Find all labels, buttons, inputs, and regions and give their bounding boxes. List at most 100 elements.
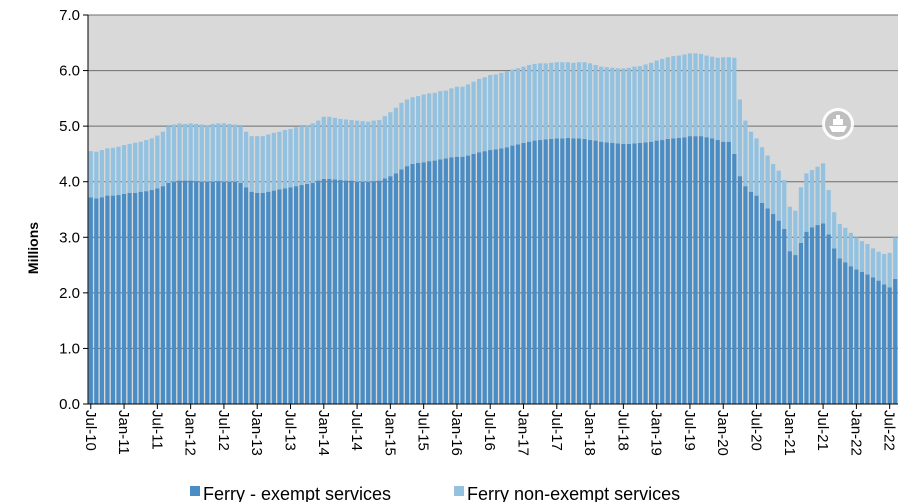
bar-segment xyxy=(477,78,482,153)
bar-segment xyxy=(205,125,210,182)
bar-segment xyxy=(349,180,354,404)
bar-segment xyxy=(737,176,742,404)
x-tick-label: Jan-15 xyxy=(381,410,398,456)
bar-segment xyxy=(438,159,443,404)
bar-segment xyxy=(848,266,853,404)
bar-segment xyxy=(771,213,776,404)
bar-segment xyxy=(249,136,254,192)
bar-segment xyxy=(99,197,104,404)
x-tick-label: Jul-22 xyxy=(881,410,898,451)
bar-segment xyxy=(560,138,565,404)
bar-segment xyxy=(443,90,448,159)
bar-segment xyxy=(105,195,110,404)
bar-segment xyxy=(704,137,709,404)
bar-segment xyxy=(171,181,177,404)
bar-segment xyxy=(255,136,260,193)
bar-segment xyxy=(504,147,509,404)
bar-segment xyxy=(110,195,116,404)
bar-segment xyxy=(449,88,454,158)
bar-segment xyxy=(865,274,870,404)
bar-segment xyxy=(199,181,204,404)
bar-segment xyxy=(221,181,227,404)
bar-segment xyxy=(182,180,188,404)
bar-segment xyxy=(782,180,787,229)
bar-segment xyxy=(493,149,498,404)
bar-segment xyxy=(121,193,127,404)
bar-segment xyxy=(160,186,166,404)
x-tick-label: Jul-19 xyxy=(681,410,698,451)
bar-segment xyxy=(282,130,288,189)
bar-segment xyxy=(360,181,365,404)
bar-segment xyxy=(815,225,820,404)
bar-segment xyxy=(771,163,776,214)
bar-segment xyxy=(260,136,265,193)
legend-label: Ferry - exempt services xyxy=(203,484,391,502)
bar-segment xyxy=(837,223,842,259)
bar-segment xyxy=(787,251,792,404)
bar-segment xyxy=(415,162,421,404)
bar-segment xyxy=(88,197,93,404)
bar-segment xyxy=(354,120,360,182)
bar-segment xyxy=(848,232,853,267)
bar-segment xyxy=(804,173,809,232)
bar-segment xyxy=(371,181,376,404)
bar-segment xyxy=(820,223,826,404)
bar-segment xyxy=(388,112,393,177)
bar-segment xyxy=(571,62,576,139)
bar-segment xyxy=(610,142,615,405)
bar-segment xyxy=(471,153,476,404)
bar-segment xyxy=(460,86,465,157)
bar-segment xyxy=(587,63,593,141)
bar-segment xyxy=(637,142,643,405)
bar-segment xyxy=(477,152,482,404)
bar-segment xyxy=(560,62,565,139)
bar-segment xyxy=(832,212,837,249)
bar-segment xyxy=(271,190,276,404)
bar-segment xyxy=(321,178,326,404)
y-tick-label: 0.0 xyxy=(59,396,80,413)
bar-segment xyxy=(393,173,399,404)
x-tick-label: Jan-11 xyxy=(115,410,132,455)
bar-segment xyxy=(576,62,582,139)
bar-segment xyxy=(870,277,876,404)
y-tick-label: 6.0 xyxy=(59,63,80,80)
bar-segment xyxy=(632,143,637,404)
bar-segment xyxy=(282,188,288,404)
bar-segment xyxy=(482,77,487,152)
bar-segment xyxy=(216,123,221,182)
bar-segment xyxy=(676,137,681,404)
bar-segment xyxy=(443,158,448,404)
bar-segment xyxy=(543,63,548,140)
bar-segment xyxy=(288,128,293,188)
bar-segment xyxy=(399,169,404,404)
bar-segment xyxy=(421,94,426,163)
y-tick-label: 5.0 xyxy=(59,118,80,135)
bar-segment xyxy=(782,228,787,404)
bar-segment xyxy=(488,75,493,151)
legend-swatch xyxy=(190,486,200,496)
bar-segment xyxy=(88,151,93,198)
bar-segment xyxy=(510,145,515,405)
bar-segment xyxy=(682,54,687,138)
y-tick-label: 3.0 xyxy=(59,229,80,246)
bar-segment xyxy=(354,181,360,404)
bar-segment xyxy=(116,195,121,404)
bar-segment xyxy=(837,258,842,404)
bar-segment xyxy=(593,140,598,404)
x-tick-label: Jul-17 xyxy=(548,410,565,451)
bar-segment xyxy=(465,84,471,156)
bar-segment xyxy=(194,123,199,182)
bar-segment xyxy=(626,67,632,144)
bar-segment xyxy=(399,102,404,170)
legend-swatch xyxy=(454,486,465,496)
bar-segment xyxy=(643,142,648,404)
bar-segment xyxy=(865,243,870,275)
bar-segment xyxy=(293,127,299,187)
bar-segment xyxy=(210,181,215,404)
bar-segment xyxy=(748,191,754,404)
bar-segment xyxy=(665,57,670,139)
bar-segment xyxy=(582,62,587,139)
bar-segment xyxy=(787,206,792,252)
x-tick-label: Jan-12 xyxy=(182,410,199,456)
y-axis-label: Millions xyxy=(25,222,41,274)
